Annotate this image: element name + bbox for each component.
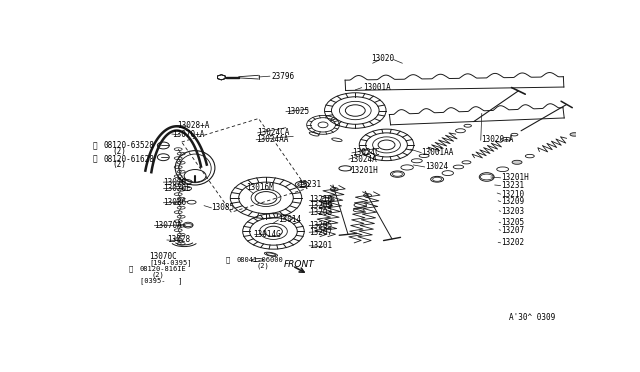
Text: 13207: 13207: [309, 228, 332, 237]
Text: 13024CA: 13024CA: [257, 128, 290, 137]
Text: 13016M: 13016M: [246, 183, 274, 192]
Text: 13024AA: 13024AA: [256, 135, 289, 144]
Text: 08120-816IE: 08120-816IE: [140, 266, 186, 272]
Text: 13070: 13070: [163, 178, 186, 187]
Text: 13001AA: 13001AA: [421, 148, 454, 157]
Text: 13024A: 13024A: [349, 155, 376, 164]
Text: (2): (2): [256, 263, 269, 269]
Text: A'30^ 0309: A'30^ 0309: [509, 313, 556, 322]
Text: 08120-61628: 08120-61628: [104, 155, 155, 164]
Text: (2): (2): [112, 147, 126, 156]
Text: 13028: 13028: [167, 235, 190, 244]
Text: (2): (2): [112, 160, 126, 169]
Text: 13205: 13205: [309, 221, 332, 230]
Text: 13028+A: 13028+A: [177, 121, 209, 130]
Text: 13205: 13205: [502, 218, 525, 227]
Text: 13014: 13014: [278, 215, 301, 224]
Text: 13209: 13209: [502, 197, 525, 206]
Text: 13203: 13203: [502, 207, 525, 216]
Text: [194-0395]: [194-0395]: [150, 259, 192, 266]
Text: (2): (2): [152, 272, 164, 278]
Text: 13070E: 13070E: [163, 184, 191, 193]
Text: 13231: 13231: [502, 181, 525, 190]
Text: Ⓑ: Ⓑ: [129, 265, 133, 272]
Text: 13024: 13024: [425, 162, 448, 171]
Text: 13201: 13201: [309, 241, 332, 250]
Text: 13070+A: 13070+A: [172, 129, 204, 138]
Text: 13210: 13210: [502, 190, 525, 199]
Text: 13024C: 13024C: [352, 148, 380, 157]
Text: 13014G: 13014G: [253, 230, 282, 239]
Text: 08120-63528: 08120-63528: [104, 141, 155, 150]
Text: 13203: 13203: [309, 208, 332, 217]
Text: 13085: 13085: [211, 203, 235, 212]
Text: 13086: 13086: [163, 198, 186, 207]
Text: 13201H: 13201H: [502, 173, 529, 182]
Text: FRONT: FRONT: [284, 260, 314, 269]
Text: 23796: 23796: [271, 72, 294, 81]
Text: 13020: 13020: [371, 54, 394, 63]
Text: 13201H: 13201H: [350, 166, 378, 174]
Text: 13202: 13202: [502, 238, 525, 247]
Text: 13231: 13231: [298, 180, 321, 189]
Ellipse shape: [512, 160, 522, 164]
Text: 13025: 13025: [286, 107, 309, 116]
Text: 13020+A: 13020+A: [481, 135, 513, 144]
Text: 13070A: 13070A: [154, 221, 182, 230]
Text: 13070C: 13070C: [150, 251, 177, 260]
Text: Ⓑ: Ⓑ: [93, 155, 97, 164]
Text: 08041-06000: 08041-06000: [236, 257, 283, 263]
Text: 13001A: 13001A: [363, 83, 390, 92]
Text: Ⓑ: Ⓑ: [225, 257, 230, 263]
Text: 13209: 13209: [309, 201, 332, 210]
Text: 13210: 13210: [309, 195, 332, 204]
Text: Ⓑ: Ⓑ: [93, 141, 97, 150]
Ellipse shape: [570, 133, 579, 136]
Text: [0395-   ]: [0395- ]: [140, 278, 182, 284]
Text: 13207: 13207: [502, 226, 525, 235]
